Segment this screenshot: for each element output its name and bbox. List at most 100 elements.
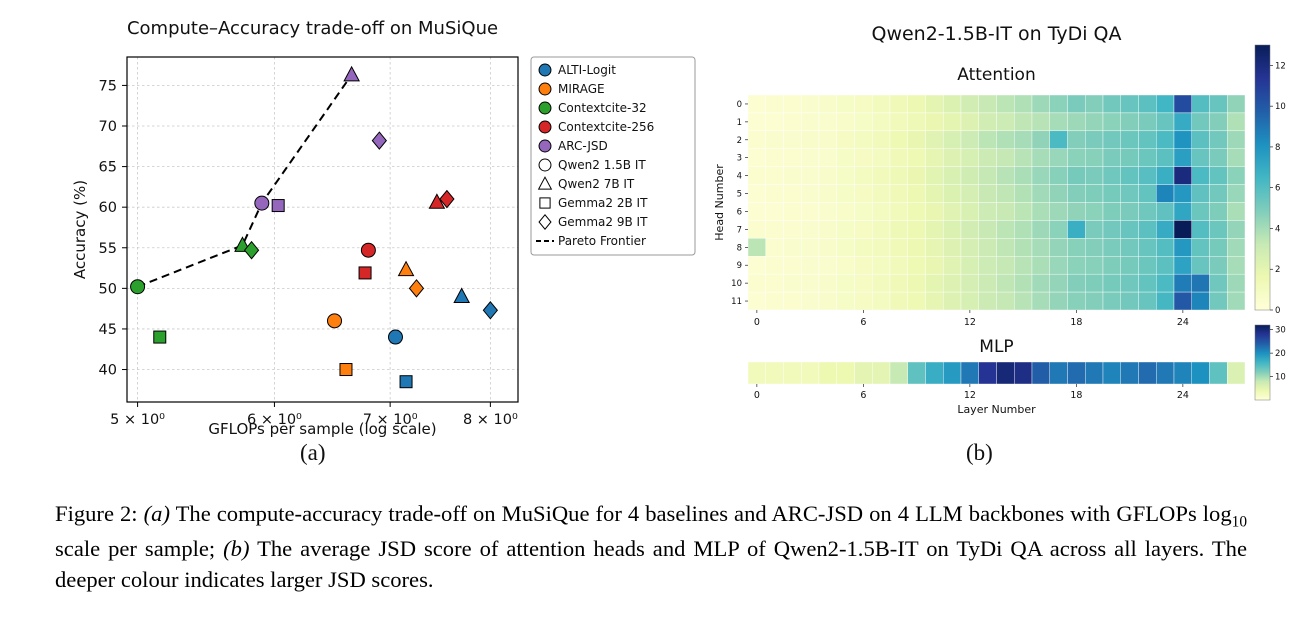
attention-heatmap-cell	[801, 202, 820, 221]
attention-heatmap-cell	[1227, 166, 1246, 185]
x-tick-label: 12	[964, 317, 976, 328]
scatter-point	[343, 65, 360, 82]
attention-heatmap-cell	[1102, 130, 1121, 149]
caption-segment: The average JSD score of attention heads…	[55, 535, 1247, 592]
x-tick-label: 8 × 10⁰	[463, 412, 518, 428]
attention-heatmap-cell	[1191, 238, 1210, 257]
attention-heatmap-cell	[1120, 166, 1139, 185]
attention-heatmap-cell	[1156, 148, 1175, 167]
attention-heatmap-cell	[1209, 130, 1228, 149]
attention-heatmap-cell	[836, 130, 855, 149]
attention-heatmap-cell	[1191, 184, 1210, 203]
mlp-heatmap-cell	[1085, 361, 1104, 385]
attention-heatmap-cell	[765, 94, 784, 114]
attention-heatmap-cell	[907, 238, 926, 257]
attention-heatmap-cell	[747, 202, 766, 221]
attention-heatmap-cell	[1049, 256, 1068, 275]
attention-heatmap-cell	[1085, 130, 1104, 149]
attention-heatmap-cell	[1067, 220, 1086, 239]
attention-heatmap-cell	[996, 238, 1015, 257]
attention-heatmap-cell	[801, 166, 820, 185]
attention-heatmap-cell	[872, 256, 891, 275]
attention-heatmap-cell	[1138, 220, 1157, 239]
colorbar-tick-label: 10	[1275, 102, 1286, 112]
scatter-point	[339, 363, 353, 377]
mlp-heatmap-cell	[747, 361, 766, 385]
attention-heatmap-cell	[978, 291, 997, 311]
attention-heatmap-cell	[1227, 220, 1246, 239]
attention-heatmap-cell	[1156, 166, 1175, 185]
x-tick-label: 0	[754, 317, 760, 328]
attention-heatmap-cell	[1014, 94, 1033, 114]
attention-heatmap-cell	[1227, 112, 1246, 132]
attention-heatmap-cell	[1031, 184, 1050, 203]
attention-heatmap-cell	[1067, 291, 1086, 311]
attention-heatmap-cell	[1209, 256, 1228, 275]
x-tick-label: 5 × 10⁰	[110, 412, 165, 428]
attention-heatmap-cell	[907, 184, 926, 203]
attention-heatmap-cell	[1227, 273, 1246, 293]
scatter-point	[397, 260, 415, 277]
attention-heatmap-cell	[907, 220, 926, 239]
attention-heatmap-cell	[1049, 291, 1068, 311]
mlp-heatmap-cell	[1049, 361, 1068, 385]
attention-heatmap-cell	[960, 184, 979, 203]
attention-heatmap-cell	[1138, 148, 1157, 167]
attention-heatmap-cell	[1085, 273, 1104, 293]
mlp-heatmap-cell	[960, 361, 979, 385]
attention-heatmap-cell	[1102, 112, 1121, 132]
attention-heatmap-cell	[765, 130, 784, 149]
attention-heatmap-cell	[943, 184, 962, 203]
scatter-title: Compute–Accuracy trade-off on MuSiQue	[127, 18, 498, 39]
attention-heatmap-cell	[1209, 238, 1228, 257]
attention-heatmap-cell	[818, 220, 837, 239]
attention-heatmap-cell	[1049, 148, 1068, 167]
attention-heatmap-cell	[889, 238, 908, 257]
mlp-colorbar	[1254, 324, 1271, 401]
legend-box	[530, 56, 696, 256]
attention-heatmap-cell	[801, 291, 820, 311]
attention-heatmap-cell	[1014, 220, 1033, 239]
attention-heatmap-cell	[1031, 256, 1050, 275]
attention-heatmap-cell	[1191, 291, 1210, 311]
mlp-heatmap-cell	[872, 361, 891, 385]
attention-title: Attention	[957, 65, 1035, 85]
attention-heatmap-cell	[996, 94, 1015, 114]
attention-heatmap-cell	[1067, 94, 1086, 114]
scatter-point	[482, 300, 499, 320]
attention-heatmap-cell	[960, 220, 979, 239]
attention-heatmap-cell	[960, 256, 979, 275]
attention-heatmap-cell	[1209, 220, 1228, 239]
attention-heatmap-cell	[872, 166, 891, 185]
attention-heatmap-cell	[836, 202, 855, 221]
attention-heatmap-cell	[1031, 238, 1050, 257]
attention-heatmap-cell	[836, 112, 855, 132]
attention-heatmap-cell	[765, 166, 784, 185]
x-tick-label: 7 × 10⁰	[363, 412, 418, 428]
y-tick-label: 0	[737, 100, 742, 110]
pareto-frontier-line	[137, 74, 353, 288]
attention-heatmap-cell	[783, 220, 802, 239]
attention-heatmap-cell	[872, 94, 891, 114]
attention-heatmap-cell	[747, 94, 766, 114]
mlp-heatmap-cell	[1138, 361, 1157, 385]
attention-heatmap-cell	[872, 291, 891, 311]
legend-marker-icon	[538, 63, 552, 77]
attention-heatmap-cell	[1120, 130, 1139, 149]
y-tick-label: 9	[737, 261, 742, 271]
attention-heatmap-cell	[889, 148, 908, 167]
attention-heatmap-cell	[996, 273, 1015, 293]
attention-heatmap-cell	[872, 112, 891, 132]
attention-heatmap-cell	[783, 148, 802, 167]
attention-heatmap-cell	[1120, 202, 1139, 221]
attention-heatmap-cell	[1227, 148, 1246, 167]
legend-label: Gemma2 2B IT	[558, 196, 648, 210]
attention-heatmap-cell	[1173, 273, 1192, 293]
attention-heatmap-cell	[1102, 202, 1121, 221]
attention-heatmap-cell	[1014, 148, 1033, 167]
attention-heatmap-cell	[978, 202, 997, 221]
attention-heatmap-cell	[1085, 291, 1104, 311]
attention-heatmap-cell	[836, 184, 855, 203]
attention-heatmap-cell	[1156, 184, 1175, 203]
attention-heatmap-cell	[925, 202, 944, 221]
